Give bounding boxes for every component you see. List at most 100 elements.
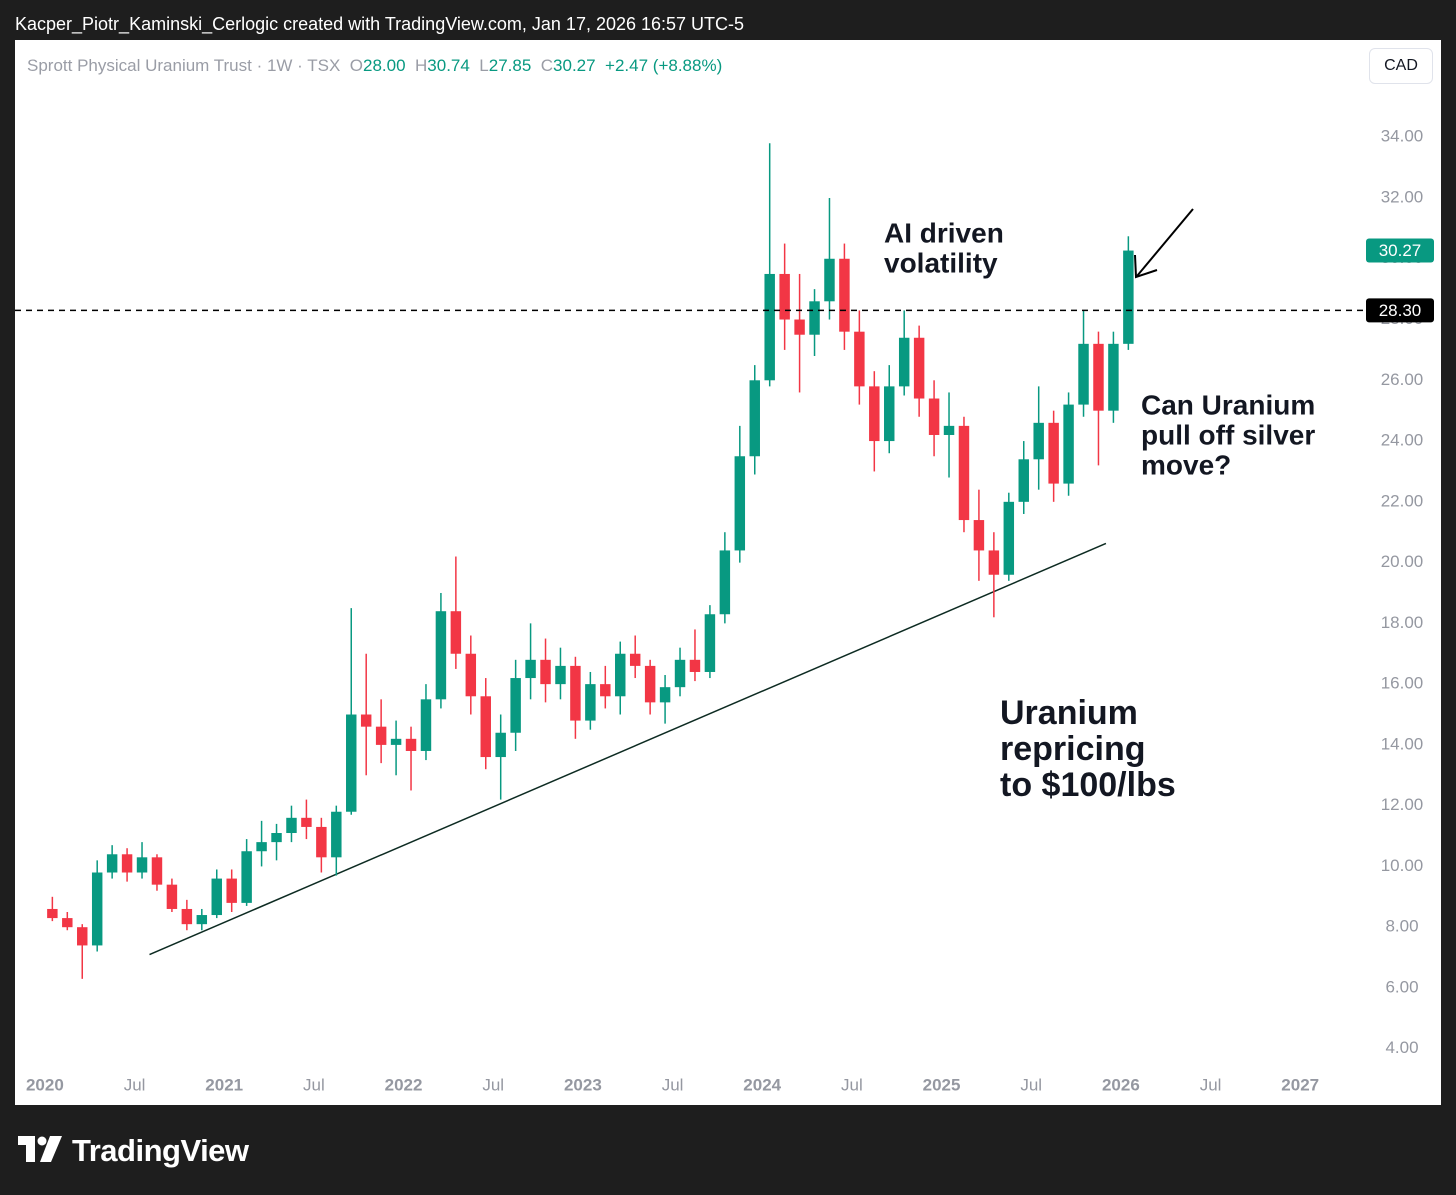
- candle-body: [256, 842, 267, 852]
- legend-label: H: [415, 56, 428, 75]
- x-tick-label: 2022: [385, 1075, 423, 1094]
- annotation: pull off silver: [1141, 419, 1315, 450]
- candle-body: [166, 884, 178, 909]
- candle-body: [151, 857, 163, 885]
- logo-icon: [18, 1136, 62, 1162]
- level-label: 28.30: [1379, 301, 1422, 320]
- candle-body: [62, 918, 73, 928]
- candle-body: [181, 908, 193, 925]
- candle-body: [973, 520, 985, 551]
- candle-body: [450, 611, 462, 654]
- x-tick-label: 2027: [1281, 1075, 1319, 1094]
- candle-body: [1018, 459, 1029, 502]
- annotation: move?: [1141, 449, 1231, 480]
- y-tick-label: 12.00: [1381, 795, 1424, 814]
- annotation: Can Uranium: [1141, 389, 1315, 420]
- candle-body: [659, 687, 671, 703]
- candle-body: [331, 811, 342, 858]
- candle-body: [913, 337, 925, 399]
- annotation: Uranium: [1000, 694, 1138, 732]
- candle-body: [106, 854, 118, 873]
- x-tick-label: 2021: [205, 1075, 243, 1094]
- candle-body: [809, 301, 820, 335]
- x-tick-label: Jul: [662, 1075, 684, 1094]
- candle-body: [644, 665, 656, 703]
- annotation: AI driven: [884, 217, 1004, 248]
- candle-body: [346, 714, 357, 812]
- candle-body: [585, 684, 596, 721]
- legend-label: L: [479, 56, 489, 75]
- x-tick-label: Jul: [841, 1075, 863, 1094]
- candle-body: [480, 696, 491, 758]
- y-tick-label: 26.00: [1381, 370, 1424, 389]
- brand: TradingView: [72, 1133, 249, 1168]
- candle-body: [674, 659, 686, 688]
- y-tick-label: 20.00: [1381, 552, 1424, 571]
- candle-body: [839, 258, 850, 332]
- y-tick-label: 16.00: [1381, 674, 1424, 693]
- candle-body: [241, 851, 252, 903]
- candle-body: [1033, 422, 1044, 460]
- legend-value: 28.00: [363, 56, 406, 75]
- x-tick-label: Jul: [1020, 1075, 1042, 1094]
- candle-body: [869, 386, 880, 442]
- candle-body: [884, 386, 895, 442]
- chart: 4.00 6.00 8.00 10.00 12.00 14.00 16.00 18.00 20.…: [15, 40, 1441, 1105]
- candle-body: [824, 258, 835, 302]
- last-price-label: 30.27: [1379, 241, 1422, 260]
- candle-body: [958, 425, 970, 521]
- candle-body: [988, 550, 1000, 575]
- legend-value: 30.27: [553, 56, 596, 75]
- candle-body: [764, 273, 775, 381]
- x-tick-label: 2024: [743, 1075, 781, 1094]
- candle-body: [226, 878, 237, 903]
- annotation: repricing: [1000, 730, 1145, 768]
- candle-body: [91, 872, 103, 946]
- candle-body: [615, 653, 626, 697]
- candle-body: [510, 678, 521, 733]
- annotation: to $100/lbs: [1000, 766, 1176, 804]
- y-tick-label: 4.00: [1385, 1038, 1418, 1057]
- y-tick-label: 22.00: [1381, 491, 1424, 510]
- candle-body: [525, 659, 536, 679]
- candle-body: [211, 878, 222, 916]
- y-tick-label: 18.00: [1381, 613, 1424, 632]
- candle-body: [316, 826, 327, 858]
- currency-button[interactable]: CAD: [1369, 48, 1433, 84]
- candle-body: [898, 337, 910, 387]
- candle-body: [749, 380, 760, 457]
- candle-body: [1078, 343, 1089, 405]
- y-tick-label: 34.00: [1381, 127, 1424, 146]
- y-tick-label: 32.00: [1381, 187, 1424, 206]
- annotation: volatility: [884, 247, 998, 278]
- candle-body: [405, 738, 417, 751]
- legend-value: 30.74: [427, 56, 470, 75]
- candle-body: [689, 659, 701, 672]
- candle-body: [928, 398, 940, 435]
- y-tick-label: 24.00: [1381, 431, 1424, 450]
- candle-body: [600, 684, 611, 697]
- candle-body: [570, 665, 581, 721]
- x-tick-label: Jul: [303, 1075, 325, 1094]
- arrow: [1134, 208, 1194, 279]
- x-tick-label: 2025: [923, 1075, 961, 1094]
- last-price-badge: [1366, 238, 1434, 263]
- candle-body: [271, 833, 282, 843]
- candle-body: [719, 550, 731, 615]
- legend-change: +2.47 (+8.88%): [605, 56, 723, 75]
- x-tick-label: 2023: [564, 1075, 602, 1094]
- x-tick-label: 2026: [1102, 1075, 1140, 1094]
- candle-body: [629, 653, 641, 666]
- candle-body: [47, 908, 58, 919]
- candle-body: [779, 273, 790, 320]
- y-tick-label: 6.00: [1385, 977, 1418, 996]
- candle-body: [1123, 250, 1134, 344]
- candle-body: [360, 714, 372, 727]
- candle-body: [196, 915, 208, 925]
- candle-body: [286, 817, 297, 834]
- candle-body: [794, 319, 805, 335]
- x-tick-label: Jul: [124, 1075, 146, 1094]
- candle-body: [1093, 343, 1104, 411]
- candle-body: [1003, 501, 1015, 575]
